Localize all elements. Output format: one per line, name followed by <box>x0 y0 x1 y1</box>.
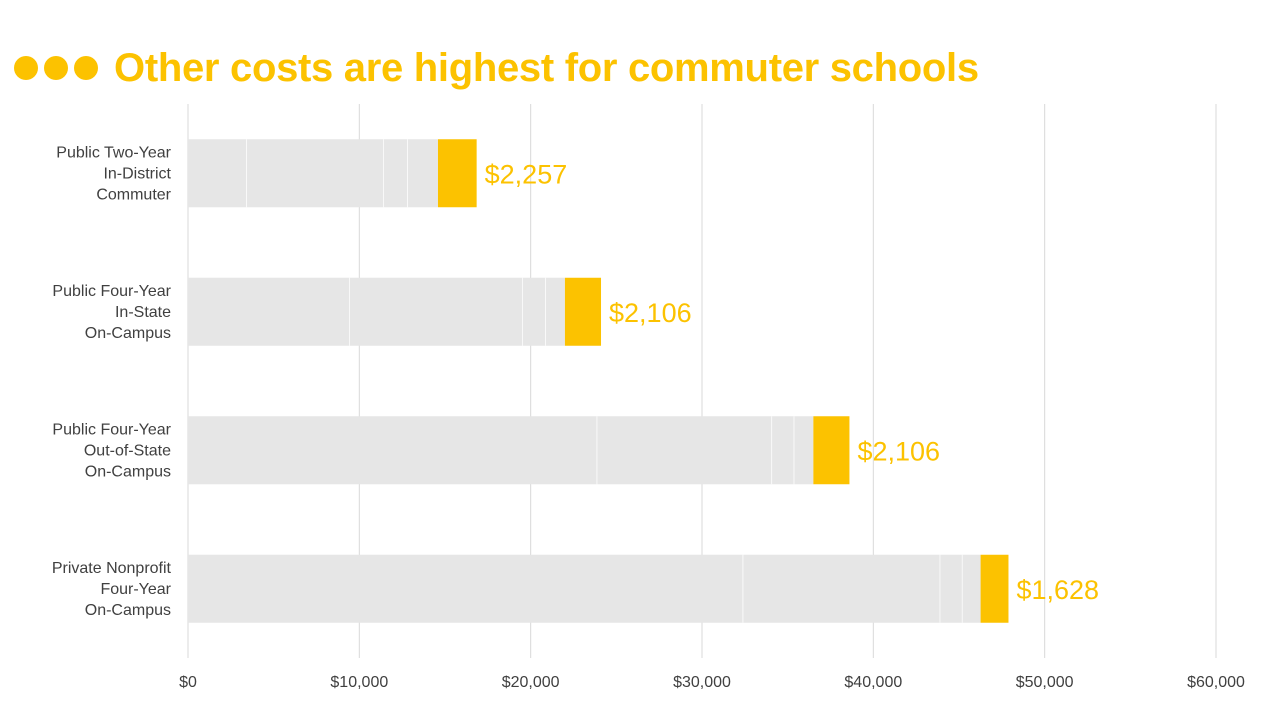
category-label: Four-Year <box>100 581 171 598</box>
x-tick-label: $40,000 <box>844 674 902 691</box>
category-label: In-State <box>115 304 171 321</box>
data-label: $2,106 <box>609 298 692 328</box>
bar-segment <box>384 139 408 208</box>
bar-segment <box>188 277 350 346</box>
category-label: On-Campus <box>85 602 171 619</box>
category-label: Commuter <box>96 186 171 203</box>
title-dots <box>14 56 98 80</box>
bar-segment <box>188 416 598 485</box>
category-label: On-Campus <box>85 325 171 342</box>
bar-segment <box>188 554 744 623</box>
bar-segment <box>794 416 814 485</box>
category-label: Private Nonprofit <box>52 560 172 577</box>
bar-segment-highlight <box>980 554 1009 623</box>
bar-segment-highlight <box>813 416 850 485</box>
bar-segment-highlight <box>437 139 477 208</box>
data-label: $2,257 <box>485 159 568 189</box>
category-label: Out-of-State <box>84 442 171 459</box>
bar-segment <box>349 277 523 346</box>
x-tick-label: $60,000 <box>1187 674 1245 691</box>
bar-segment <box>545 277 565 346</box>
x-tick-label: $50,000 <box>1016 674 1074 691</box>
bar-segment <box>188 139 247 208</box>
bar-segment <box>597 416 773 485</box>
bar-segment <box>940 554 963 623</box>
bar-segment-highlight <box>564 277 602 346</box>
bar-segment <box>962 554 981 623</box>
category-label: Public Four-Year <box>52 421 171 438</box>
category-label: On-Campus <box>85 463 171 480</box>
data-label: $1,628 <box>1016 575 1099 605</box>
page-title: Other costs are highest for commuter sch… <box>114 45 979 90</box>
header: Other costs are highest for commuter sch… <box>14 40 979 96</box>
dot-icon <box>44 56 68 80</box>
bar-segment <box>246 139 385 208</box>
data-label: $2,106 <box>857 436 940 466</box>
category-label: Public Four-Year <box>52 283 171 300</box>
x-tick-label: $0 <box>179 674 197 691</box>
bar-segment <box>522 277 546 346</box>
dot-icon <box>74 56 98 80</box>
category-label: Public Two-Year <box>56 144 171 161</box>
dot-icon <box>14 56 38 80</box>
x-tick-label: $20,000 <box>502 674 560 691</box>
bar-segment <box>407 139 438 208</box>
x-tick-label: $10,000 <box>330 674 388 691</box>
x-tick-label: $30,000 <box>673 674 731 691</box>
category-label: In-District <box>103 165 171 182</box>
bar-segment <box>743 554 941 623</box>
bar-segment <box>772 416 795 485</box>
